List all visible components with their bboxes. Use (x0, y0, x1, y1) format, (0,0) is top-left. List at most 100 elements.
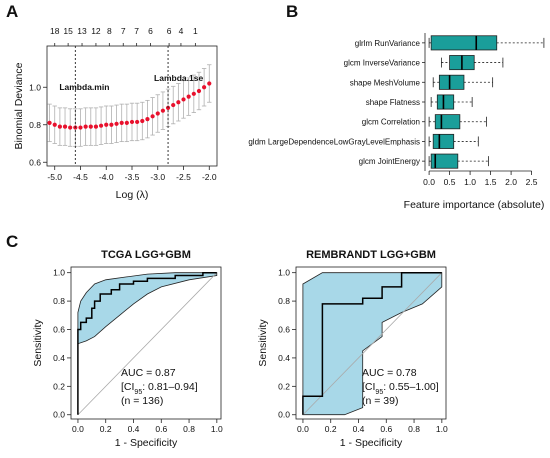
y-tick-label: 0.2 (53, 381, 65, 391)
feature-label: glcm InverseVariance (344, 59, 421, 68)
lambda-min-label: Lambda.min (59, 82, 109, 92)
lasso-deviance-chart: -5.0 -4.5 -4.0 -3.5 -3.0 -2.5 -2.00.60.81.018 1… (13, 26, 218, 201)
roc-title: REMBRANDT LGG+GBM (306, 249, 436, 261)
x-tick-label: 0.8 (408, 424, 420, 434)
feature-label: glrlm RunVariance (355, 39, 421, 48)
auc-ci-subscript: 95 (375, 389, 383, 396)
deviance-point (119, 120, 124, 125)
x-axis-title: Feature importance (absolute) (404, 199, 545, 211)
x-tick-label: 0.4 (353, 424, 365, 434)
auc-ci-text: [CI95: 0.55–1.00] (362, 381, 439, 396)
deviance-point (181, 97, 186, 102)
auc-ci-range: : 0.81–0.94] (142, 381, 198, 393)
x-tick-label: 0.4 (128, 424, 140, 434)
chance-diagonal (302, 272, 443, 416)
x-tick-label: 0.0 (297, 424, 309, 434)
importance-box (430, 153, 459, 169)
x-tick-label: 0.6 (380, 424, 392, 434)
deviance-point (207, 81, 212, 86)
x-axis-title: 1 - Specificity (115, 437, 178, 449)
deviance-point (62, 124, 68, 129)
x-tick-label: 0.2 (325, 424, 337, 434)
deviance-point (124, 120, 129, 125)
y-tick-label: 0.8 (53, 296, 65, 306)
deviance-point (129, 119, 135, 125)
y-tick-label: 0.4 (278, 353, 290, 363)
top-tick-label: 7 (121, 26, 126, 36)
deviance-point (186, 94, 191, 99)
x-tick-label: 2.5 (526, 177, 538, 187)
y-tick-label: 0.0 (278, 410, 290, 420)
roc-rembrandt-chart: 0.0 0.2 0.4 0.6 0.8 1.0 0.0 0.2 0.4 0.6 0.8 1.0 REMB… (257, 249, 448, 449)
x-tick-label: 2.0 (505, 177, 517, 187)
x-axis-title: 1 - Specificity (340, 437, 403, 449)
y-tick-label: 0.0 (53, 410, 65, 420)
x-axis-title: Log (λ) (116, 189, 149, 201)
y-axis-title: Sensitivity (32, 319, 44, 367)
x-tick-label: 1.0 (436, 424, 448, 434)
deviance-point (171, 102, 176, 108)
plot-frame (295, 266, 447, 420)
x-tick-label: 1.0 (211, 424, 223, 434)
top-tick-label: 4 (179, 26, 184, 36)
roc-curve (77, 271, 217, 415)
top-tick-label: 7 (134, 26, 139, 36)
deviance-point (145, 117, 150, 122)
chance-diagonal (77, 272, 218, 416)
lambda-1se-label: Lambda.1se (154, 73, 203, 83)
top-tick-label: 1 (193, 26, 198, 36)
auc-value: AUC = 0.87 (121, 367, 176, 379)
top-tick-label: 12 (91, 26, 101, 36)
deviance-point (150, 114, 155, 119)
x-tick-label: -4.0 (99, 172, 114, 182)
panel-letter-c: C (6, 232, 18, 251)
importance-box (430, 35, 498, 51)
panel-letter-b: B (286, 2, 298, 21)
roc-title: TCGA LGG+GBM (101, 249, 191, 261)
x-tick-label: -2.5 (176, 172, 191, 182)
y-tick-label: 0.6 (29, 157, 41, 167)
top-tick-label: 13 (77, 26, 87, 36)
deviance-point (104, 122, 109, 127)
plot-frame (70, 266, 222, 420)
deviance-point (98, 123, 104, 128)
x-tick-label: 0.8 (183, 424, 195, 434)
y-axis-title: Binomial Deviance (13, 62, 25, 149)
deviance-point (135, 119, 140, 125)
importance-box (436, 94, 455, 110)
auc-ci-text: [CI95: 0.81–0.94] (121, 381, 198, 396)
y-tick-label: 0.6 (278, 325, 290, 335)
top-tick-label: 18 (50, 26, 60, 36)
x-tick-label: -2.0 (202, 172, 217, 182)
auc-value: AUC = 0.78 (362, 367, 417, 379)
top-tick-label: 8 (107, 26, 112, 36)
auc-sample-size: (n = 39) (362, 395, 398, 407)
x-tick-label: 0.0 (423, 177, 435, 187)
x-tick-label: -4.5 (73, 172, 88, 182)
deviance-point (78, 125, 83, 130)
deviance-point (140, 118, 145, 124)
deviance-point (93, 124, 99, 129)
importance-box (434, 114, 461, 130)
x-tick-label: 0.6 (155, 424, 167, 434)
deviance-point (176, 100, 181, 105)
y-tick-label: 0.8 (278, 296, 290, 306)
y-tick-label: 1.0 (53, 268, 65, 278)
deviance-point (83, 124, 88, 129)
deviance-point (109, 122, 114, 127)
y-tick-label: 0.8 (29, 120, 41, 130)
x-tick-label: -3.5 (125, 172, 140, 182)
panel-letter-a: A (6, 2, 18, 21)
auc-ci-subscript: 95 (134, 389, 142, 396)
deviance-point (196, 88, 202, 94)
y-axis-title: Sensitivity (257, 319, 269, 367)
feature-label: glcm Correlation (362, 118, 420, 127)
x-tick-label: 0.0 (72, 424, 84, 434)
deviance-point (114, 121, 119, 126)
feature-label: glcm JointEnergy (359, 157, 420, 166)
top-tick-label: 15 (63, 26, 73, 36)
y-tick-label: 0.2 (278, 381, 290, 391)
deviance-point (68, 125, 73, 130)
feature-label: shape Flatness (366, 98, 420, 107)
